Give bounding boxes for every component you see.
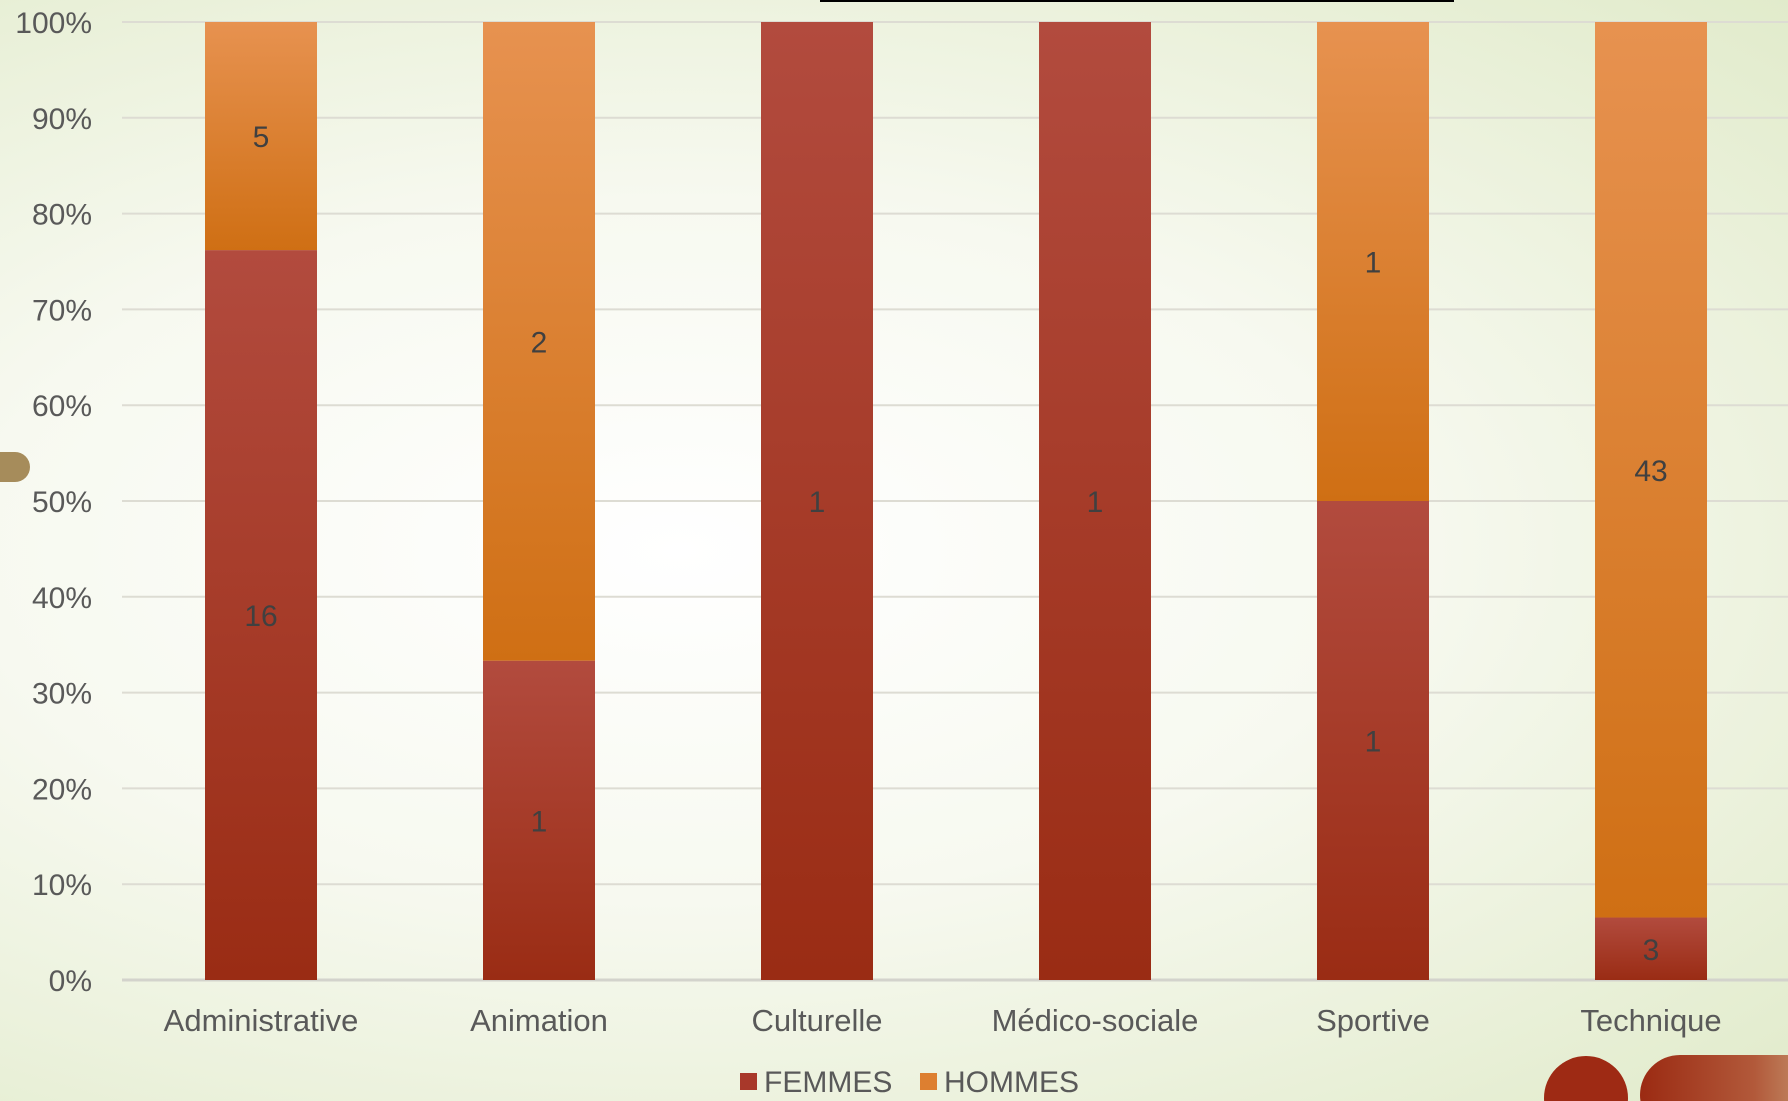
category-label: Médico-sociale — [992, 1003, 1199, 1038]
bar-femmes — [205, 250, 317, 981]
y-tick-label: 20% — [32, 773, 92, 806]
y-tick-label: 60% — [32, 390, 92, 423]
category-label: Animation — [470, 1003, 608, 1038]
bar-hommes — [1317, 22, 1429, 501]
data-label: 5 — [253, 121, 270, 154]
y-tick-label: 70% — [32, 294, 92, 327]
gridlines — [122, 21, 1788, 982]
bar-hommes — [205, 22, 317, 251]
y-axis: 0% 10% 20% 30% 40% 50% 60% 70% 80% 90% 100% — [15, 7, 92, 998]
legend-swatch-femmes — [740, 1073, 757, 1090]
y-tick-label: 90% — [32, 103, 92, 136]
y-tick-label: 40% — [32, 582, 92, 615]
category-label: Administrative — [164, 1003, 359, 1038]
data-label: 1 — [531, 805, 548, 838]
category-label: Sportive — [1316, 1003, 1430, 1038]
y-tick-label: 10% — [32, 869, 92, 902]
bar-femmes — [1595, 917, 1707, 980]
data-label: 1 — [1365, 247, 1382, 280]
legend-swatch-hommes — [920, 1073, 937, 1090]
decorative-left-tab — [0, 452, 30, 482]
data-label: 1 — [1365, 726, 1382, 759]
bars — [205, 22, 1707, 981]
data-label: 43 — [1634, 455, 1667, 488]
data-label: 2 — [531, 326, 548, 359]
legend: FEMMES HOMMES — [740, 1066, 1079, 1099]
bar-hommes — [1595, 22, 1707, 918]
bar-femmes — [483, 660, 595, 980]
decorative-circle — [1544, 1056, 1628, 1101]
y-tick-label: 80% — [32, 199, 92, 232]
data-label: 1 — [809, 486, 826, 519]
legend-label-femmes: FEMMES — [764, 1066, 892, 1099]
data-label: 16 — [244, 600, 277, 633]
data-label: 1 — [1087, 486, 1104, 519]
bar-hommes — [483, 22, 595, 661]
decorative-pill — [1640, 1055, 1788, 1101]
bar-femmes — [1039, 22, 1151, 980]
category-label: Technique — [1580, 1003, 1721, 1038]
y-tick-label: 50% — [32, 486, 92, 519]
y-tick-label: 100% — [15, 7, 92, 40]
bar-femmes — [761, 22, 873, 980]
data-labels: 16 5 1 2 1 1 1 1 3 43 — [244, 121, 1667, 967]
legend-label-hommes: HOMMES — [944, 1066, 1079, 1099]
y-tick-label: 30% — [32, 678, 92, 711]
category-label: Culturelle — [752, 1003, 883, 1038]
x-axis: Administrative Animation Culturelle Médico-… — [164, 1003, 1722, 1038]
bar-femmes — [1317, 501, 1429, 980]
y-tick-label: 0% — [49, 965, 92, 998]
data-label: 3 — [1643, 934, 1660, 967]
